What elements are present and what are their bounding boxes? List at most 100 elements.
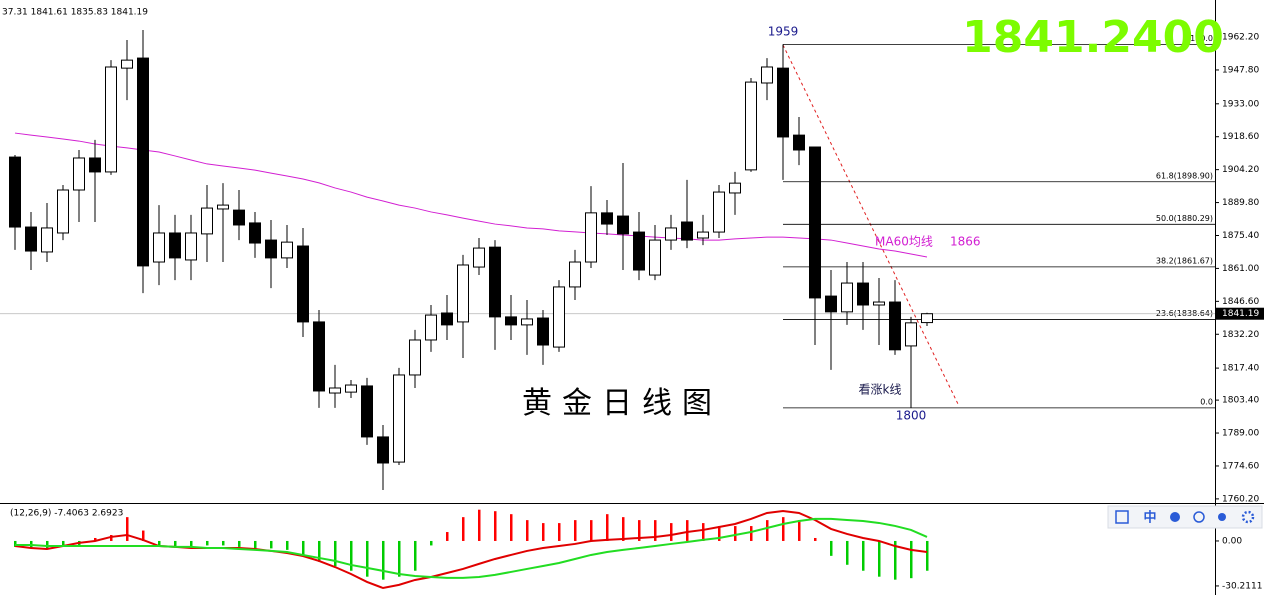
candle-body [217,204,229,210]
toolbar-icon[interactable] [1218,513,1226,521]
histogram-bar [766,520,769,541]
candle-body [25,226,37,252]
y-tick-label: 1962.20 [1222,33,1259,43]
histogram-bar [110,535,113,541]
candle-body [905,322,917,347]
candle-body [329,387,341,394]
candle-body [73,157,85,191]
y-tick-label: 1789.00 [1222,429,1259,439]
histogram-bar [910,540,913,579]
candle-body [825,295,837,313]
fib-label: 61.8(1898.90) [1156,171,1213,180]
toolbar-icon[interactable] [1115,510,1129,524]
toolbar-icon[interactable] [1193,511,1205,523]
candle-body [521,318,533,326]
candle-body [201,207,213,235]
candle-body [857,282,869,306]
y-tick-label: 1832.20 [1222,330,1259,340]
candle-body [41,227,53,253]
candle-body [761,66,773,84]
histogram-bar [318,540,321,562]
histogram-bar [334,540,337,567]
histogram-bar [14,540,17,547]
histogram-bar [750,526,753,541]
toolbar: 中 [1107,505,1263,529]
macd-title: (12,26,9) -7.4063 2.6923 [10,509,123,519]
histogram-bar [46,540,49,549]
candle-body [233,209,245,226]
histogram-bar [350,540,353,571]
candle-body [265,239,277,259]
histogram-bar [558,523,561,541]
histogram-bar [894,540,897,580]
toolbar-icon[interactable] [1170,512,1180,522]
candle-body [169,232,181,259]
histogram-bar [366,540,369,577]
ma-line [14,132,928,258]
histogram-bar [734,526,737,541]
y-tick-label: 1933.00 [1222,99,1259,109]
candle-body [809,146,821,299]
candle-body [425,314,437,341]
histogram-bar [142,530,145,541]
histogram-bar [174,540,177,547]
y-tick-label: 1861.00 [1222,264,1259,274]
histogram-bar [430,540,433,546]
histogram-bar [478,509,481,541]
histogram-bar [222,540,225,546]
histogram-bar [494,511,497,541]
y-tick-label: 1760.20 [1222,494,1259,504]
histogram-bar [606,514,609,541]
y-tick-label: 1904.20 [1222,165,1259,175]
histogram-bar [270,540,273,549]
toolbar-lang[interactable]: 中 [1143,510,1156,526]
candle-body [457,264,469,323]
candle-body [681,221,693,241]
histogram-bar [462,517,465,541]
fib-label: 100.0 [1190,34,1213,43]
candle-body [489,246,501,318]
candle-body [473,247,485,268]
signal-note: 看涨k线 [859,382,902,397]
price-display: 1841.2400 [962,12,1224,63]
toolbar-icon[interactable] [1241,510,1255,524]
histogram-bar [702,523,705,541]
histogram-bar [510,514,513,541]
candle-body [361,385,373,438]
histogram-bar [654,520,657,541]
histogram-bar [638,520,641,541]
y-tick-label: 1918.60 [1222,132,1259,142]
candle-body [297,245,309,323]
candle-body [89,157,101,173]
histogram-bar [670,523,673,541]
candle-body [553,286,565,348]
macd-line [15,517,928,579]
candle-body [249,222,261,244]
y-tick-label: 1803.40 [1222,396,1259,406]
y-tick-label: 1889.80 [1222,198,1259,208]
candle-body [153,232,165,263]
candle-body [409,339,421,376]
candle-body [889,301,901,351]
candle-body [793,134,805,151]
fib-label: 50.0(1880.29) [1156,214,1213,223]
histogram-bar [526,520,529,541]
last-price-box [1216,307,1264,320]
toolbar-bg [1107,505,1263,529]
histogram-bar [62,540,65,547]
histogram-bar [158,540,161,546]
histogram-bar [286,540,289,550]
candle-body [617,215,629,235]
candle-body [601,212,613,225]
candle-body [393,374,405,463]
histogram-bar [206,540,209,546]
candle-body [841,282,853,313]
candle-body [649,239,661,276]
candle-body [313,321,325,392]
candle-body [745,81,757,171]
candle-body [377,436,389,464]
candle-body [505,316,517,326]
y-tick-label: 1947.80 [1222,65,1259,75]
chart-title: 黄金日线图 [522,386,722,421]
